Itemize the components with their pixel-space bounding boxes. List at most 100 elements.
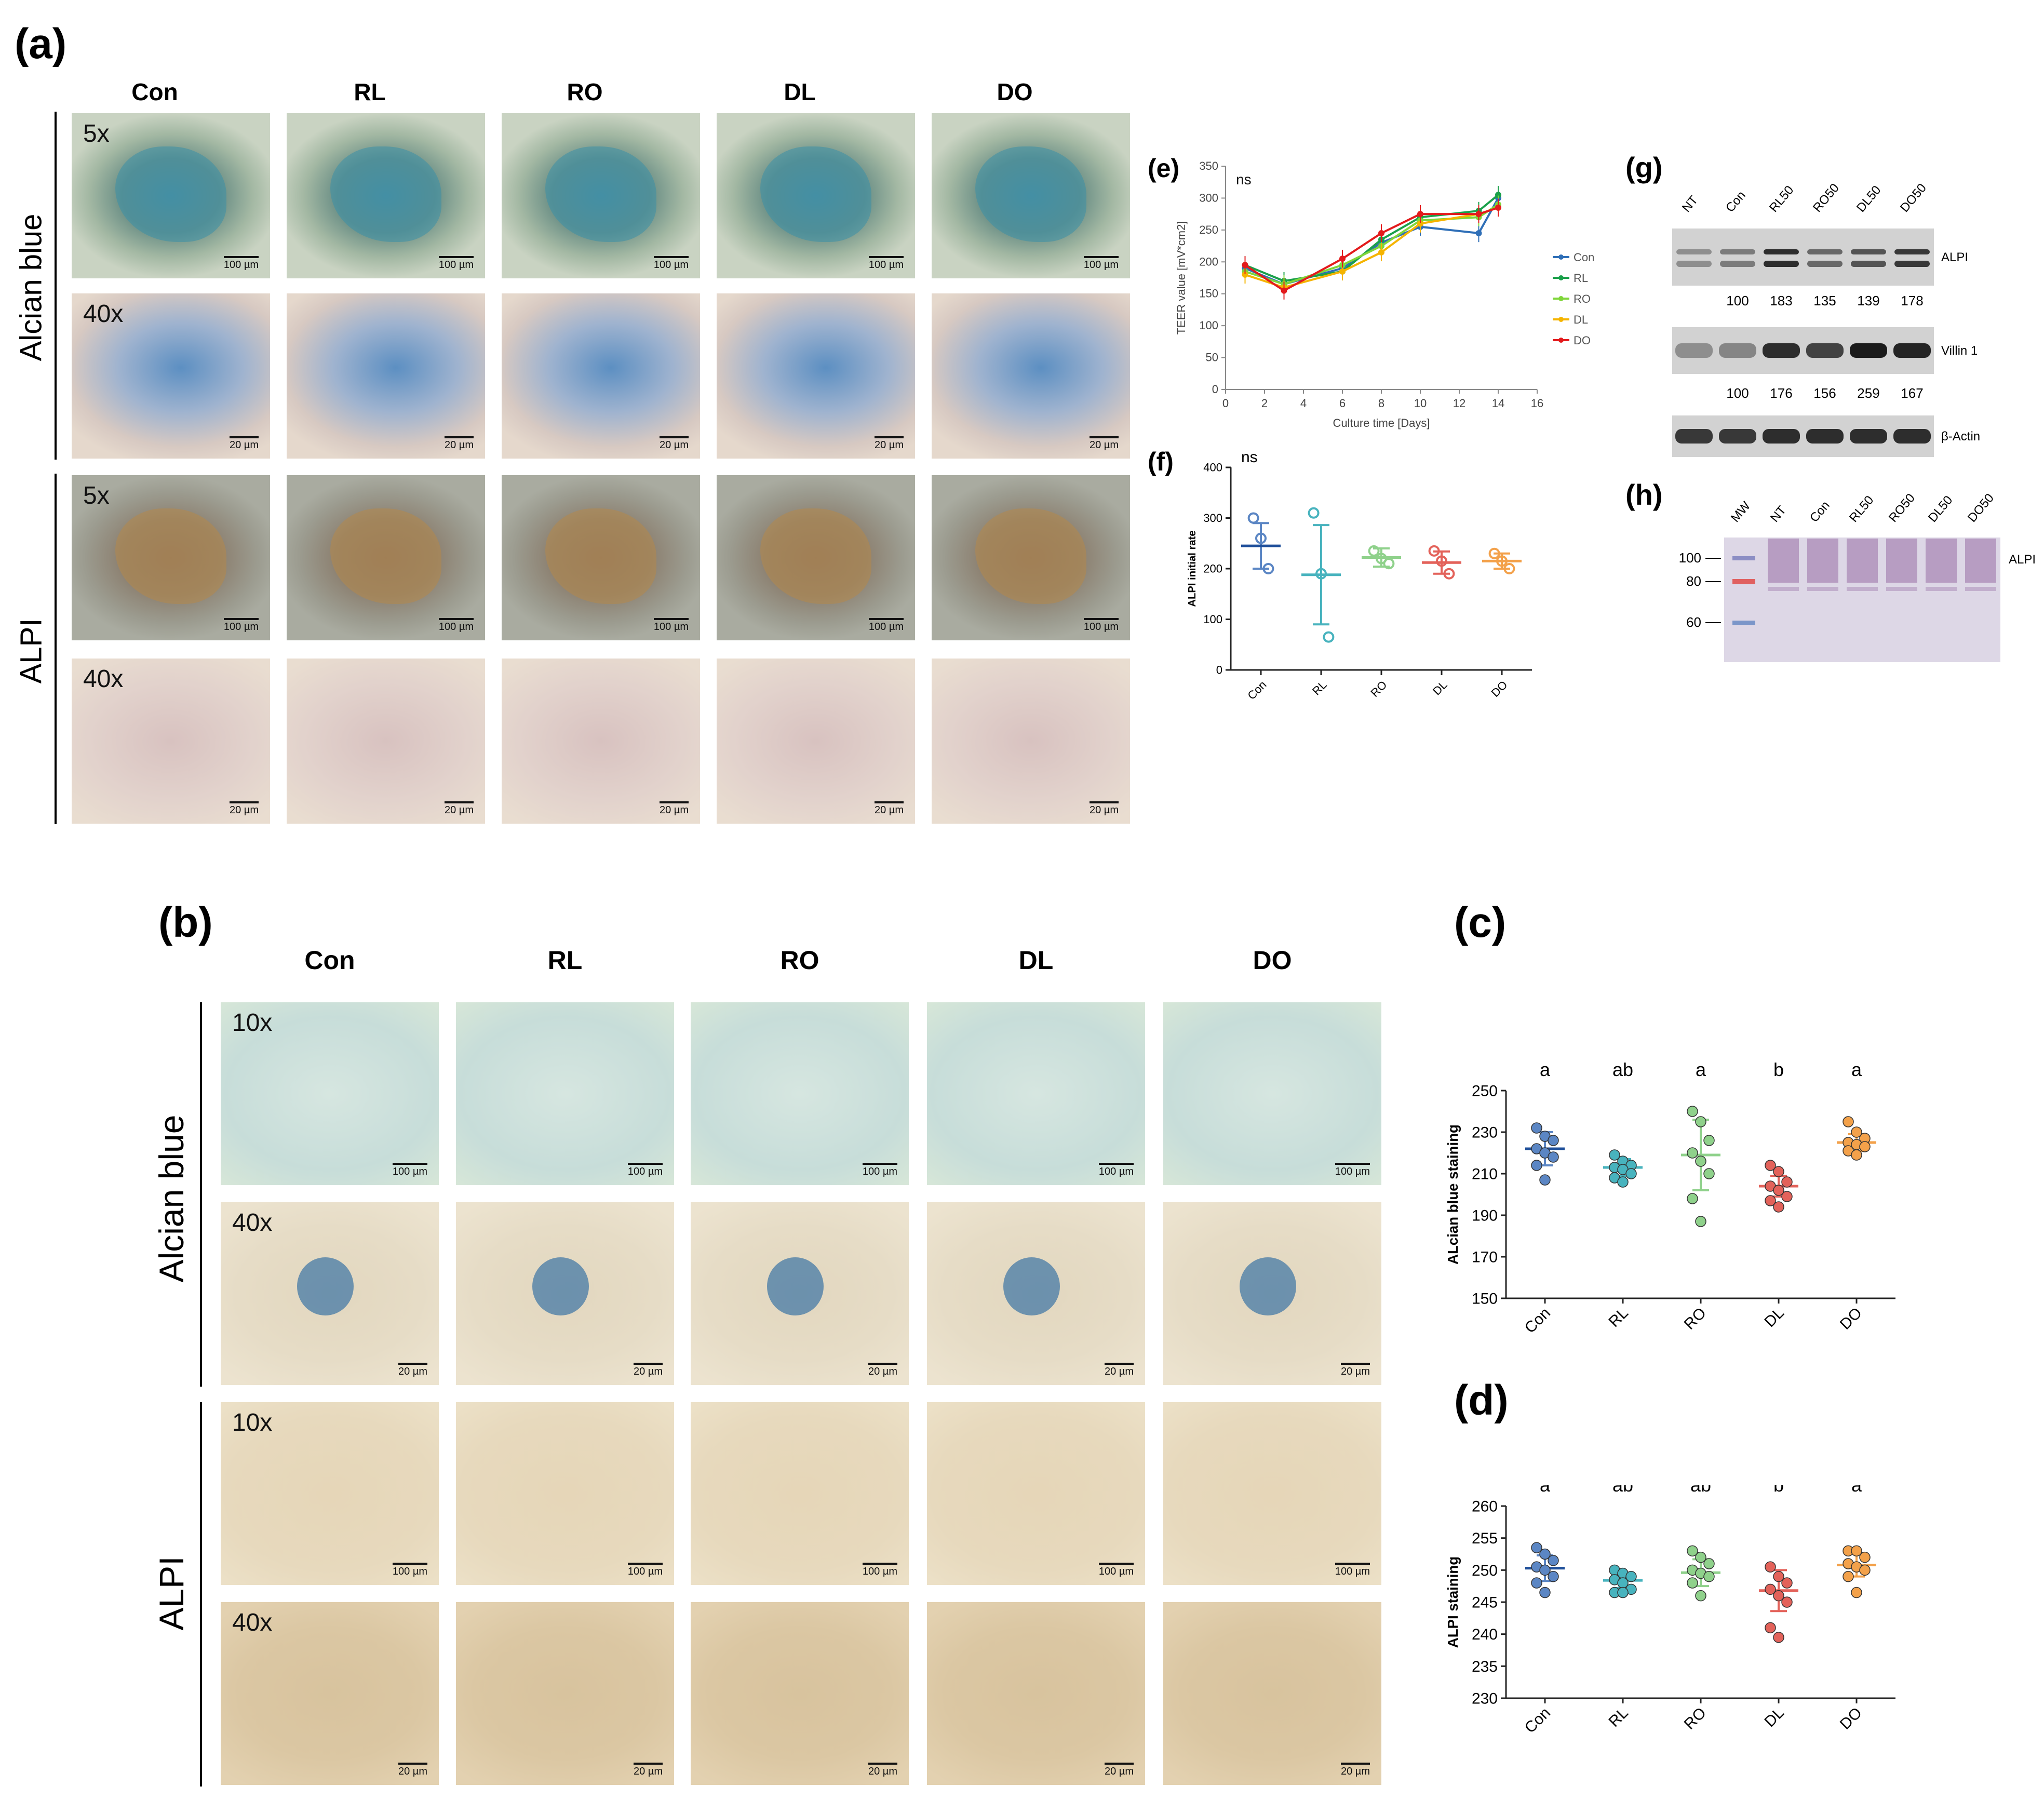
- data-point: [1773, 1570, 1784, 1582]
- scale-bar-label: 100 µm: [438, 621, 474, 633]
- y-tick-label: 100: [1203, 613, 1222, 626]
- scale-bar-line: [868, 618, 904, 620]
- series-line-rl: [1244, 194, 1499, 283]
- scale-bar-line: [1098, 1563, 1134, 1565]
- scale-bar: 20 µm: [445, 436, 474, 451]
- villin-quant-value: 259: [1857, 385, 1879, 401]
- legend-label-dl: DL: [1574, 313, 1588, 326]
- y-tick-label: 300: [1203, 512, 1222, 525]
- data-point: [1548, 1151, 1559, 1163]
- scale-bar-line: [438, 618, 474, 620]
- stained-tissue: [760, 508, 871, 605]
- scale-bar-label: 20 µm: [660, 439, 689, 451]
- scale-bar: 100 µm: [223, 256, 259, 271]
- magnification-label: 5x: [83, 482, 110, 509]
- panel-label-b: (b): [158, 899, 213, 946]
- micrograph-a-r2-rl: 100 µm: [287, 475, 485, 640]
- scale-bar-line: [398, 1763, 427, 1765]
- legend-marker: [1558, 254, 1564, 260]
- scale-bar-line: [445, 436, 474, 438]
- micrograph-b-r2-ro: 100 µm: [691, 1402, 909, 1585]
- row-label-b-alpi: ALPI: [152, 1556, 191, 1631]
- x-tick-label-con: Con: [1245, 678, 1269, 702]
- blot-label: Villin 1: [1941, 344, 1978, 358]
- magnification-label: 40x: [83, 665, 124, 693]
- scale-bar-label: 100 µm: [868, 259, 904, 271]
- y-tick-label: 190: [1472, 1207, 1498, 1225]
- data-point-do: [1281, 287, 1287, 294]
- scale-bar: 20 µm: [445, 801, 474, 816]
- magnification-label: 5x: [83, 120, 110, 147]
- villin-quant-value: 167: [1901, 385, 1923, 401]
- x-tick-label-ro: RO: [1368, 678, 1390, 700]
- micrograph-b-r3-dl: 20 µm: [927, 1602, 1145, 1785]
- stained-tissue: [760, 146, 871, 243]
- data-point: [1695, 1116, 1706, 1127]
- micrograph-a-r2-dl: 100 µm: [717, 475, 915, 640]
- data-point: [1443, 568, 1455, 580]
- magnification-label: 40x: [232, 1609, 273, 1636]
- x-tick-label-dl: DL: [1761, 1305, 1787, 1331]
- scale-bar-label: 20 µm: [1105, 1366, 1134, 1377]
- y-tick-label: 245: [1472, 1594, 1498, 1611]
- micrograph-a-r0-dl: 100 µm: [717, 113, 915, 278]
- scale-bar-line: [660, 436, 689, 438]
- y-tick-label: 170: [1472, 1249, 1498, 1266]
- magnification-label: 40x: [232, 1209, 273, 1237]
- data-point: [1695, 1156, 1706, 1167]
- scale-bar: 100 µm: [438, 618, 474, 633]
- data-point: [1255, 532, 1267, 544]
- column-header-a-con: Con: [131, 78, 178, 105]
- y-tick-label: 0: [1212, 383, 1218, 396]
- x-tick-label: 0: [1222, 397, 1229, 410]
- scale-bar-label: 20 µm: [875, 804, 904, 816]
- divider-b-alcian: [200, 1002, 202, 1387]
- column-header-a-rl: RL: [354, 78, 386, 105]
- scale-bar-label: 20 µm: [1341, 1366, 1370, 1377]
- column-header-b-do: DO: [1253, 946, 1292, 975]
- panel-label-h: (h): [1625, 478, 1663, 511]
- lane-label-do50: DO50: [1965, 491, 1997, 525]
- divider-a-alpi: [55, 474, 57, 824]
- band: [1851, 249, 1886, 254]
- stained-tissue: [545, 508, 656, 605]
- data-point: [1859, 1564, 1871, 1576]
- micrograph-b-r2-rl: 100 µm: [456, 1402, 674, 1585]
- scale-bar-label: 100 µm: [1098, 1566, 1134, 1577]
- data-point: [1765, 1160, 1776, 1171]
- data-point: [1843, 1116, 1854, 1127]
- column-header-b-ro: RO: [780, 946, 819, 975]
- scale-bar-line: [1090, 801, 1119, 803]
- significance-letter: b: [1773, 1485, 1784, 1496]
- micrograph-b-r1-do: 20 µm: [1163, 1202, 1381, 1385]
- significance-letter: a: [1540, 1485, 1551, 1496]
- goblet-cell: [1240, 1257, 1297, 1316]
- band: [1850, 343, 1887, 358]
- blot-villin: [1672, 327, 1934, 374]
- data-point: [1488, 547, 1500, 559]
- data-point: [1765, 1583, 1776, 1595]
- alpi-staining-chart: 230 235 240 245 250 255 260 ALPI staining Con a RL…: [1445, 1485, 1895, 1737]
- mw-band: [1732, 579, 1755, 584]
- scale-bar-label: 100 µm: [392, 1166, 427, 1177]
- data-point: [1531, 1542, 1542, 1553]
- data-point: [1781, 1577, 1793, 1589]
- x-tick-label: 16: [1531, 397, 1543, 410]
- data-point: [1695, 1216, 1706, 1227]
- scale-bar-label: 20 µm: [868, 1766, 897, 1777]
- scale-bar: 20 µm: [634, 1363, 663, 1378]
- data-point-do: [1242, 262, 1248, 268]
- y-tick-label: 150: [1199, 287, 1218, 300]
- scale-bar: 20 µm: [875, 436, 904, 451]
- data-point: [1851, 1126, 1862, 1138]
- micrograph-a-r1-ro: 20 µm: [502, 293, 700, 459]
- legend-label-rl: RL: [1574, 272, 1588, 285]
- panel-label-f: (f): [1148, 447, 1174, 476]
- data-point: [1315, 568, 1327, 580]
- data-point: [1687, 1106, 1698, 1117]
- data-point: [1531, 1160, 1542, 1171]
- micrograph-b-r2-dl: 100 µm: [927, 1402, 1145, 1585]
- micrograph-a-r0-rl: 100 µm: [287, 113, 485, 278]
- data-point: [1687, 1577, 1698, 1589]
- scale-bar: 100 µm: [627, 1163, 663, 1178]
